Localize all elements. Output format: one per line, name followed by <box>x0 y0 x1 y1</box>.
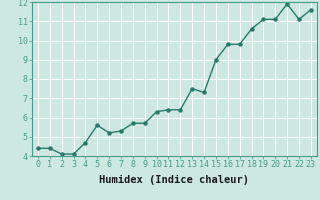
X-axis label: Humidex (Indice chaleur): Humidex (Indice chaleur) <box>100 175 249 185</box>
